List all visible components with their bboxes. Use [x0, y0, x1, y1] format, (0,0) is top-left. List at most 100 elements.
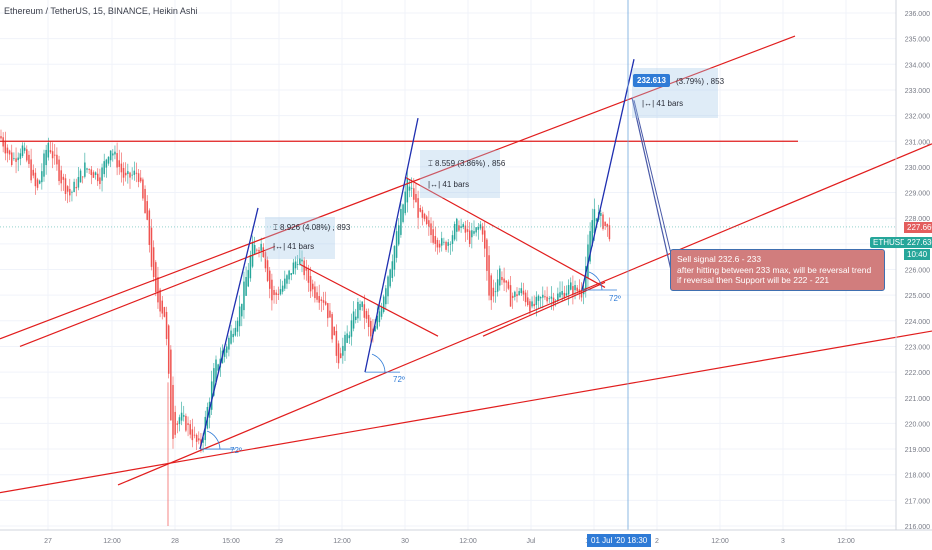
- candle-body: [417, 198, 419, 218]
- price-tick-label: 236.000: [905, 11, 930, 18]
- time-axis[interactable]: 27 12:00 28 15:00 29 12:00 30 12:00 Jul 12:00 2 12:…: [0, 529, 932, 545]
- candle-body: [329, 310, 331, 318]
- sell-signal-note[interactable]: Sell signal 232.6 - 233 after hitting be…: [670, 249, 885, 291]
- candle-body: [582, 287, 585, 295]
- candle-body: [223, 348, 226, 357]
- candle-body: [81, 176, 84, 178]
- candle-body: [464, 225, 467, 233]
- candle-body: [258, 249, 260, 252]
- candle-body: [501, 276, 503, 281]
- candle-body: [337, 343, 340, 364]
- bars-icon: |↔|: [428, 180, 441, 189]
- candle-body: [516, 294, 518, 297]
- candle-body: [593, 209, 596, 234]
- symbol-tag: ETHUSDT: [870, 237, 914, 248]
- candle-body: [352, 311, 355, 329]
- candle-body: [475, 227, 477, 233]
- price-axis[interactable]: 236.000 235.000 234.000 233.000 232.000 231.0…: [895, 0, 930, 531]
- candle-body: [4, 141, 7, 154]
- candle-body: [363, 304, 366, 318]
- candle-body: [247, 270, 249, 287]
- candle-body: [148, 210, 151, 245]
- candle-body: [449, 243, 452, 245]
- candle-body: [193, 434, 196, 436]
- candle-body: [77, 177, 80, 188]
- trend-line: [0, 330, 932, 494]
- impulse-line: [364, 118, 419, 373]
- candle-body: [90, 169, 93, 176]
- candle-body: [178, 417, 181, 425]
- candle-body: [290, 273, 292, 276]
- candle-body: [473, 231, 475, 234]
- candle-body: [34, 172, 37, 187]
- candle-body: [443, 241, 445, 243]
- candles: [0, 129, 611, 526]
- candle-body: [32, 169, 34, 176]
- candle-body: [307, 269, 310, 283]
- candle-body: [284, 278, 286, 289]
- angle-label: 72º: [393, 375, 405, 384]
- candle-body: [410, 187, 413, 189]
- price-tick-label: 217.000: [905, 498, 930, 505]
- candle-body: [447, 242, 449, 246]
- candle-body: [398, 225, 400, 245]
- price-tick-label: 230.000: [905, 165, 930, 172]
- candle-body: [144, 188, 146, 214]
- candle-body: [71, 191, 73, 193]
- candle-body: [142, 179, 144, 199]
- candle-body: [228, 337, 230, 350]
- candle-body: [15, 158, 17, 162]
- measure-value: (3.79%) , 853: [676, 77, 725, 86]
- candle-body: [172, 384, 174, 439]
- candle-body: [539, 296, 542, 299]
- candle-body: [492, 287, 495, 297]
- candle-body: [215, 359, 217, 382]
- candle-body: [563, 292, 566, 299]
- candle-body: [604, 221, 606, 226]
- candle-body: [97, 173, 99, 182]
- candle-body: [86, 168, 88, 170]
- candle-body: [251, 242, 254, 267]
- candle-body: [339, 353, 342, 359]
- candle-body: [324, 301, 327, 305]
- note-line: if reversal then Support will be 222 - 2…: [677, 275, 830, 285]
- candle-body: [112, 153, 114, 156]
- candle-body: [524, 292, 527, 303]
- candle-body: [47, 142, 50, 158]
- candle-body: [557, 293, 559, 301]
- price-tick-label: 224.000: [905, 319, 930, 326]
- candle-body: [518, 291, 520, 296]
- impulse-line: [581, 59, 635, 291]
- candle-body: [436, 239, 439, 248]
- candle-body: [561, 291, 563, 295]
- last-price-tag: 227.630: [904, 237, 932, 248]
- trend-line: [631, 97, 673, 275]
- candle-body: [198, 438, 200, 441]
- candle-body: [544, 296, 546, 298]
- candle-body: [546, 296, 548, 302]
- measure-bars: 41 bars: [442, 180, 470, 189]
- candle-body: [122, 167, 125, 178]
- candle-body: [385, 288, 387, 305]
- candle-body: [232, 333, 234, 338]
- candle-body: [378, 311, 381, 323]
- candle-body: [170, 349, 172, 421]
- candle-body: [406, 178, 409, 203]
- candle-body: [66, 186, 69, 192]
- countdown-tag: 10:40: [904, 249, 931, 260]
- candle-body: [118, 160, 120, 167]
- candle-body: [202, 437, 204, 443]
- candle-body: [30, 159, 32, 181]
- candle-body: [348, 335, 351, 339]
- candle-body: [441, 238, 443, 246]
- candle-body: [131, 174, 133, 176]
- candle-body: [238, 306, 241, 327]
- candle-body: [565, 293, 568, 296]
- candle-body: [496, 279, 499, 292]
- price-tick-label: 233.000: [905, 88, 930, 95]
- price-tick-label: 232.000: [905, 114, 930, 121]
- candle-body: [6, 147, 9, 154]
- candle-body: [535, 296, 538, 306]
- candle-body: [191, 429, 194, 441]
